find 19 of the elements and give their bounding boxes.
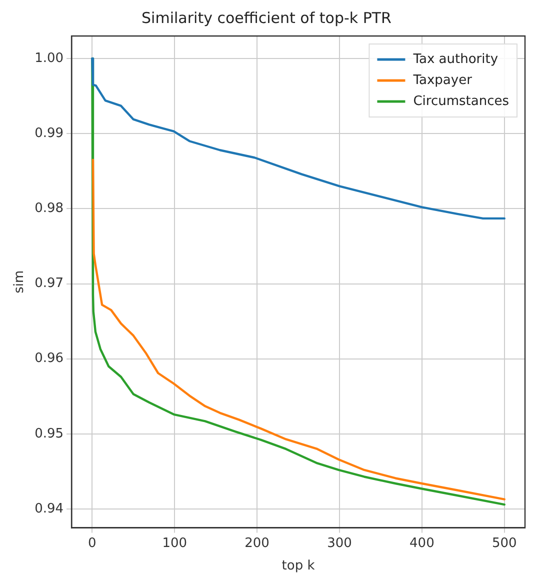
legend-label: Tax authority bbox=[412, 52, 498, 67]
x-tick-label: 300 bbox=[327, 536, 352, 551]
chart-title: Similarity coefficient of top-k PTR bbox=[142, 8, 392, 27]
y-tick-label: 0.94 bbox=[34, 501, 64, 516]
x-tick-label: 200 bbox=[244, 536, 270, 551]
y-tick-label: 0.96 bbox=[34, 351, 64, 366]
x-tick-label: 100 bbox=[162, 536, 188, 551]
x-tick-label: 0 bbox=[88, 536, 96, 551]
y-axis-title: sim bbox=[12, 270, 28, 294]
x-tick-label: 400 bbox=[410, 536, 434, 551]
y-tick-label: 0.99 bbox=[34, 126, 64, 141]
y-tick-label: 0.95 bbox=[34, 426, 64, 442]
y-tick-label: 0.98 bbox=[34, 201, 64, 216]
x-tick-label: 500 bbox=[492, 536, 517, 551]
x-axis-title: top k bbox=[282, 558, 316, 574]
legend-label: Taxpayer bbox=[412, 72, 473, 88]
legend-label: Circumstances bbox=[413, 94, 510, 109]
y-tick-label: 0.97 bbox=[34, 276, 64, 292]
y-tick-label: 1.00 bbox=[34, 50, 64, 66]
